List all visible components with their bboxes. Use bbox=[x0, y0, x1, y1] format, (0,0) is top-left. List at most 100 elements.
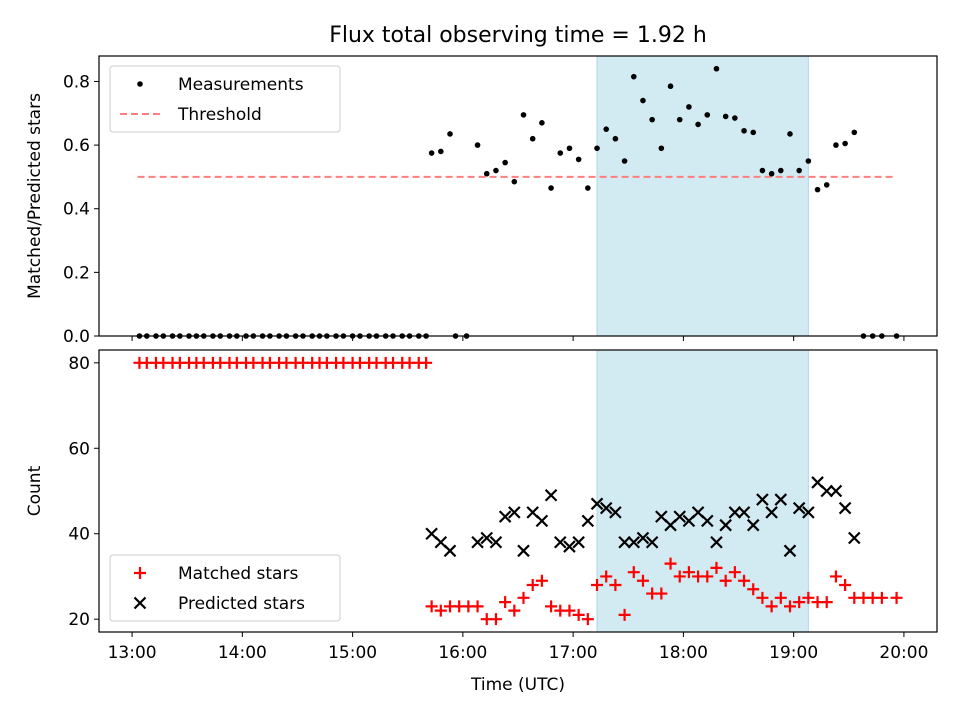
data-point bbox=[434, 604, 447, 617]
data-point bbox=[627, 566, 640, 579]
data-point bbox=[793, 596, 806, 609]
data-point bbox=[581, 514, 595, 528]
x-tick-label: 16:00 bbox=[438, 643, 487, 663]
data-point bbox=[774, 591, 787, 604]
data-point bbox=[829, 484, 843, 498]
data-point bbox=[471, 535, 484, 549]
legend-marker bbox=[133, 596, 147, 610]
y-axis-label: Count bbox=[25, 465, 45, 516]
axes-frame-top bbox=[98, 55, 938, 337]
data-point bbox=[768, 170, 775, 177]
data-point bbox=[566, 145, 573, 152]
data-point bbox=[535, 514, 549, 528]
data-point bbox=[645, 535, 659, 549]
data-point bbox=[713, 65, 720, 72]
data-point bbox=[640, 97, 646, 104]
data-point bbox=[609, 506, 622, 519]
data-point bbox=[581, 613, 594, 626]
data-point bbox=[630, 73, 637, 80]
data-point bbox=[600, 570, 613, 583]
x-tick-label: 19:00 bbox=[769, 643, 818, 663]
data-point bbox=[590, 497, 604, 511]
data-point bbox=[848, 531, 861, 545]
data-point bbox=[438, 148, 444, 155]
data-point bbox=[842, 140, 848, 147]
data-point bbox=[655, 587, 668, 600]
data-point bbox=[636, 574, 649, 587]
data-point bbox=[535, 574, 548, 587]
axes-frame-bottom bbox=[98, 349, 938, 633]
data-point bbox=[701, 570, 714, 583]
data-point bbox=[428, 150, 435, 156]
legend-label: Matched stars bbox=[178, 564, 298, 584]
data-point bbox=[777, 167, 784, 174]
data-point bbox=[676, 116, 683, 123]
data-point bbox=[783, 600, 796, 613]
data-point bbox=[489, 535, 503, 549]
data-point bbox=[682, 566, 695, 579]
data-point bbox=[572, 535, 585, 549]
data-point bbox=[471, 600, 484, 613]
data-point bbox=[603, 126, 610, 132]
data-point bbox=[612, 135, 619, 142]
data-point bbox=[805, 158, 812, 164]
data-point bbox=[796, 167, 802, 174]
data-point bbox=[829, 570, 842, 583]
data-point bbox=[557, 150, 564, 156]
data-point bbox=[599, 501, 613, 515]
data-point bbox=[575, 156, 582, 163]
chart-title: Flux total observing time = 1.92 h bbox=[329, 23, 707, 48]
y-tick-label: 0.2 bbox=[63, 263, 90, 283]
data-point bbox=[732, 115, 738, 121]
legend-marker bbox=[137, 81, 143, 87]
data-point bbox=[719, 518, 732, 532]
data-point bbox=[838, 501, 852, 515]
data-point bbox=[695, 121, 701, 128]
data-point bbox=[548, 185, 554, 191]
data-point bbox=[591, 579, 604, 591]
data-point bbox=[792, 501, 806, 515]
data-point bbox=[750, 129, 757, 136]
data-point bbox=[747, 583, 760, 596]
y-tick-label: 60 bbox=[68, 439, 90, 459]
data-point bbox=[765, 600, 778, 613]
data-point bbox=[618, 608, 631, 621]
data-point bbox=[710, 535, 723, 549]
observing-span-bottom bbox=[596, 349, 809, 633]
data-point bbox=[756, 493, 769, 506]
data-point bbox=[765, 506, 778, 519]
data-point bbox=[499, 596, 512, 609]
x-tick-label: 15:00 bbox=[328, 643, 377, 663]
data-point bbox=[511, 178, 518, 185]
data-point bbox=[520, 112, 527, 118]
data-point bbox=[658, 145, 665, 152]
data-point bbox=[508, 604, 521, 617]
series-matched-stars bbox=[133, 356, 903, 626]
data-point bbox=[526, 579, 539, 591]
x-tick-label: 18:00 bbox=[659, 643, 708, 663]
data-point bbox=[493, 167, 499, 174]
data-point bbox=[508, 506, 521, 519]
data-point bbox=[710, 561, 723, 574]
data-point bbox=[480, 531, 494, 545]
data-point bbox=[759, 167, 766, 174]
data-point bbox=[563, 540, 576, 553]
data-point bbox=[783, 544, 797, 558]
bottom-panel: 20 40 60 80 13:00 14:00 15:00 16:00 17:00 18:00 19… bbox=[25, 349, 938, 695]
y-tick-label: 0.0 bbox=[63, 327, 90, 347]
data-point bbox=[627, 535, 641, 549]
data-point bbox=[673, 570, 686, 583]
data-point bbox=[833, 142, 839, 148]
data-point bbox=[443, 544, 457, 558]
y-tick-label: 0.8 bbox=[63, 72, 90, 92]
data-point bbox=[621, 158, 628, 164]
data-point bbox=[774, 493, 788, 506]
data-point bbox=[618, 535, 631, 549]
data-point bbox=[875, 591, 888, 604]
data-point bbox=[737, 506, 751, 519]
data-point bbox=[425, 600, 438, 613]
data-point bbox=[447, 131, 453, 137]
data-point bbox=[489, 613, 502, 626]
y-tick-label: 0.6 bbox=[63, 136, 90, 156]
